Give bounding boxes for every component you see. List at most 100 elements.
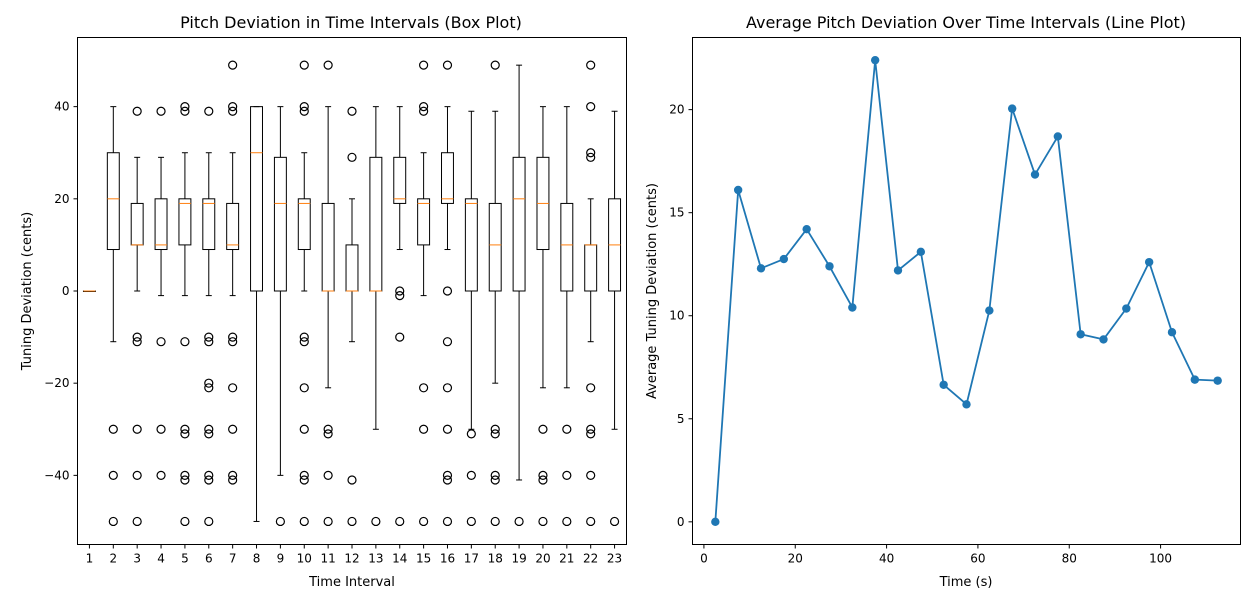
- box-plot-x-tick-label: 13: [368, 552, 383, 566]
- box-plot-outlier: [323, 516, 333, 527]
- box-plot-outlier: [132, 470, 142, 480]
- box-plot-outlier: [132, 516, 142, 527]
- box-plot-x-axis-label: Time Interval: [308, 575, 395, 590]
- box-plot-outlier: [204, 470, 214, 480]
- box-plot-box: [536, 106, 550, 527]
- box-plot-outlier: [299, 337, 309, 347]
- line-plot-x-tick-label: 0: [700, 552, 708, 566]
- box-plot-outlier: [204, 516, 214, 527]
- box-plot-panel: Pitch Deviation in Time Intervals (Box P…: [20, 13, 627, 590]
- box-plot-outlier: [586, 102, 596, 112]
- box-plot-outlier: [323, 424, 333, 434]
- box-plot-x-tick-label: 9: [277, 552, 285, 566]
- line-plot-y-tick-label: 0: [677, 515, 685, 529]
- box-plot-outlier: [586, 383, 596, 393]
- box-plot-iqr-box: [106, 152, 120, 251]
- box-plot-box: [512, 64, 526, 527]
- box-plot-outlier: [204, 475, 214, 485]
- box-plot-outlier: [466, 470, 476, 480]
- box-plot-box: [178, 102, 192, 527]
- box-plot-outlier: [586, 424, 596, 434]
- box-plot-outlier: [586, 60, 596, 70]
- box-plot-outlier: [419, 60, 429, 70]
- box-plot-x-tick-label: 11: [320, 552, 335, 566]
- box-plot-outlier: [228, 102, 238, 112]
- line-plot-point: [1053, 132, 1063, 141]
- box-plot-iqr-box: [441, 152, 454, 204]
- box-plot-outlier: [490, 470, 500, 480]
- line-plot-y-tick-label: 5: [677, 412, 685, 426]
- box-plot-outlier: [180, 470, 190, 480]
- box-plot-outlier: [347, 152, 357, 162]
- box-plot-x-tick-label: 12: [344, 552, 359, 566]
- box-plot-y-ticks: −40 −20 0 20 40: [44, 100, 78, 482]
- box-plot-box: [488, 60, 502, 527]
- line-plot-y-tick-label: 20: [669, 103, 684, 117]
- box-plot-outlier: [395, 516, 405, 527]
- box-plot-outlier: [323, 60, 333, 70]
- line-plot-point: [1122, 304, 1131, 313]
- box-plot-x-tick-label: 21: [559, 552, 574, 566]
- box-plot-iqr-box: [226, 202, 240, 251]
- box-plot-outlier: [132, 332, 142, 342]
- box-plot-y-tick-label: −40: [44, 468, 69, 482]
- box-plot-iqr-box: [417, 198, 431, 246]
- box-plot-y-tick-label: 20: [54, 192, 69, 206]
- box-plot-outlier: [156, 470, 166, 480]
- box-plot-title: Pitch Deviation in Time Intervals (Box P…: [180, 13, 522, 32]
- box-plot-outlier: [562, 470, 572, 480]
- box-plot-box: [441, 60, 454, 527]
- box-plot-outlier: [538, 424, 548, 434]
- box-plot-outlier: [132, 106, 142, 116]
- line-plot-x-tick-label: 100: [1149, 552, 1172, 566]
- line-plot-point: [711, 517, 720, 527]
- box-plot-x-ticks: 1 2 3 4 5 6 7 8 9 10 11 12 13 14 15 16 17 18 19 20 21 22 23: [86, 544, 622, 566]
- box-plot-box: [345, 106, 359, 527]
- box-plot-x-tick-label: 14: [392, 552, 407, 566]
- line-plot-x-tick-label: 80: [1062, 552, 1077, 566]
- box-plot-marks: [82, 60, 622, 527]
- box-plot-outlier: [419, 424, 429, 434]
- box-plot-y-tick-label: 0: [62, 284, 70, 298]
- box-plot-box: [130, 106, 144, 527]
- box-plot-iqr-box: [369, 156, 383, 292]
- box-plot-box: [250, 106, 263, 522]
- box-plot-outlier: [299, 424, 309, 434]
- box-plot-outlier: [490, 424, 500, 434]
- box-plot-outlier: [490, 516, 500, 527]
- box-plot-outlier: [180, 475, 190, 485]
- line-plot-point: [939, 380, 948, 389]
- box-plot-outlier: [395, 286, 405, 296]
- box-plot-outlier: [442, 286, 453, 296]
- box-plot-outlier: [299, 102, 309, 112]
- line-plot-point: [1076, 330, 1085, 339]
- box-plot-outlier: [586, 152, 596, 162]
- box-plot-x-tick-label: 2: [109, 552, 117, 566]
- box-plot-outlier: [586, 429, 596, 439]
- box-plot-outlier: [180, 337, 190, 347]
- box-plot-outlier: [180, 424, 190, 434]
- box-plot-outlier: [299, 516, 309, 527]
- box-plot-x-tick-label: 15: [416, 552, 431, 566]
- box-plot-outlier: [442, 424, 453, 434]
- box-plot-outlier: [299, 332, 309, 342]
- box-plot-outlier: [228, 106, 238, 116]
- line-plot-x-tick-label: 40: [879, 552, 894, 566]
- box-plot-y-axis-label: Tuning Deviation (cents): [20, 212, 35, 371]
- line-plot-point: [1030, 170, 1040, 179]
- box-plot-iqr-box: [154, 198, 168, 251]
- box-plot-iqr-box: [130, 202, 144, 246]
- box-plot-outlier: [180, 106, 190, 116]
- line-plot-marks: [711, 55, 1222, 527]
- box-plot-x-tick-label: 16: [440, 552, 455, 566]
- line-plot-point: [1213, 376, 1222, 385]
- line-plot-y-tick-label: 10: [669, 309, 684, 323]
- line-plot-point: [893, 266, 903, 275]
- box-plot-outlier: [538, 475, 548, 485]
- line-plot-point: [1167, 328, 1177, 337]
- line-plot-x-tick-label: 60: [970, 552, 985, 566]
- box-plot-outlier: [275, 516, 285, 527]
- box-plot-box: [321, 60, 335, 527]
- box-plot-outlier: [299, 475, 309, 485]
- box-plot-outlier: [586, 470, 596, 480]
